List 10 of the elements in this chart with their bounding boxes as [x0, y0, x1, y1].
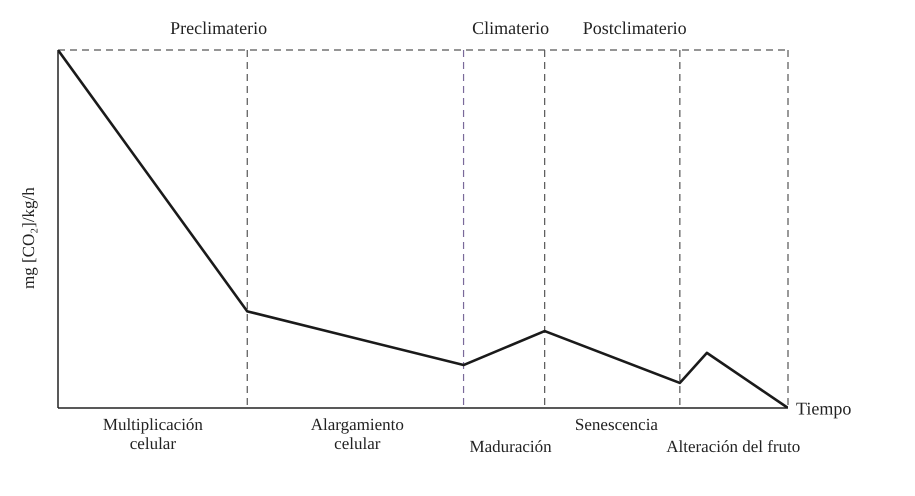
- text: Climaterio: [472, 18, 550, 38]
- y-axis-title: mg [CO₂]/kg/h: [19, 186, 38, 289]
- text: Maduración: [470, 437, 552, 456]
- text: Alteración del fruto: [666, 437, 800, 456]
- text: Senescencia: [574, 415, 658, 434]
- text: Postclimaterio: [582, 18, 687, 38]
- x-axis-title: Tiempo: [796, 398, 852, 418]
- text: Alargamiento celular: [310, 415, 404, 453]
- text: Preclimaterio: [170, 18, 268, 38]
- text: Multiplicación celular: [102, 415, 204, 453]
